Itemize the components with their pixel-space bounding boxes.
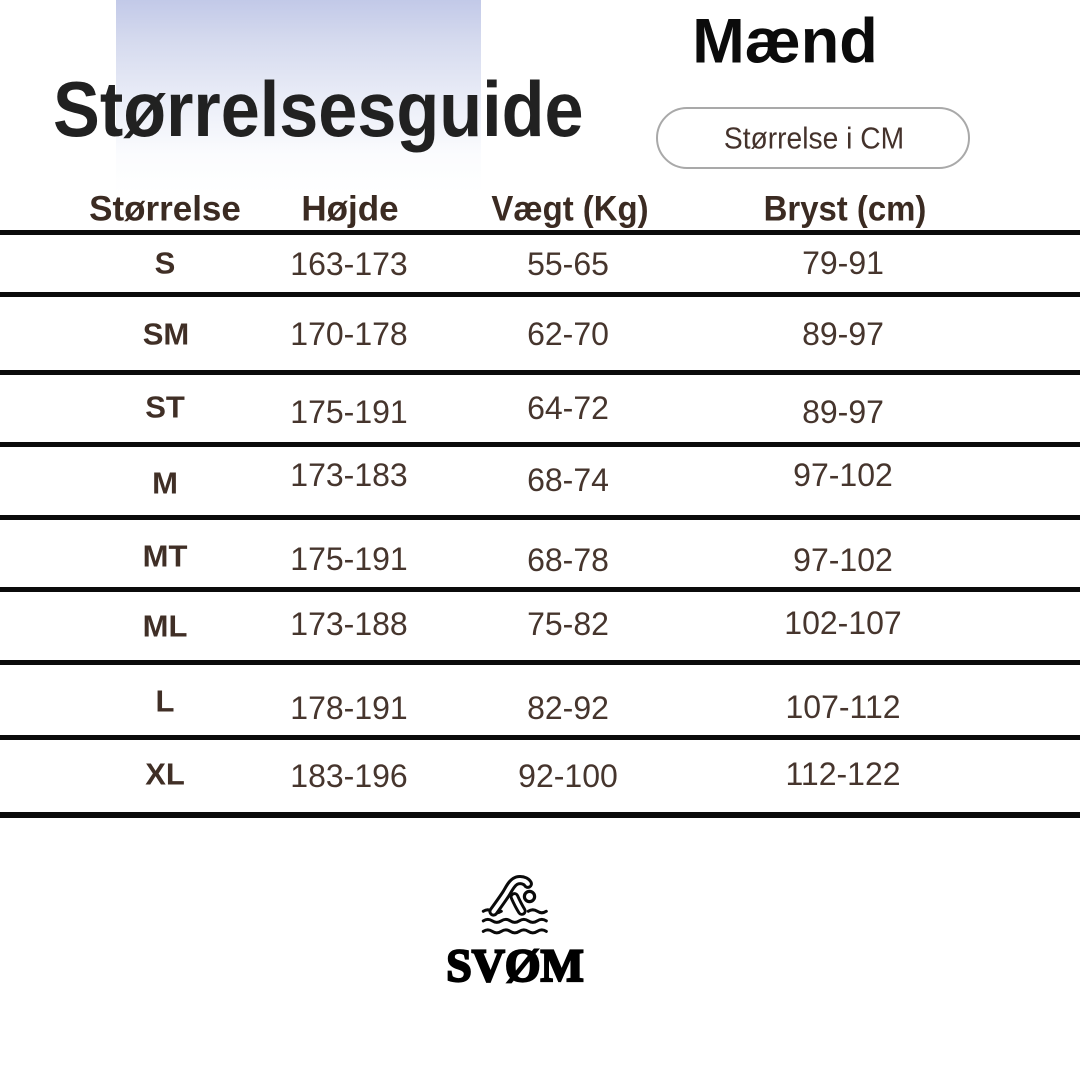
svg-text:SVØM: SVØM: [446, 940, 584, 992]
